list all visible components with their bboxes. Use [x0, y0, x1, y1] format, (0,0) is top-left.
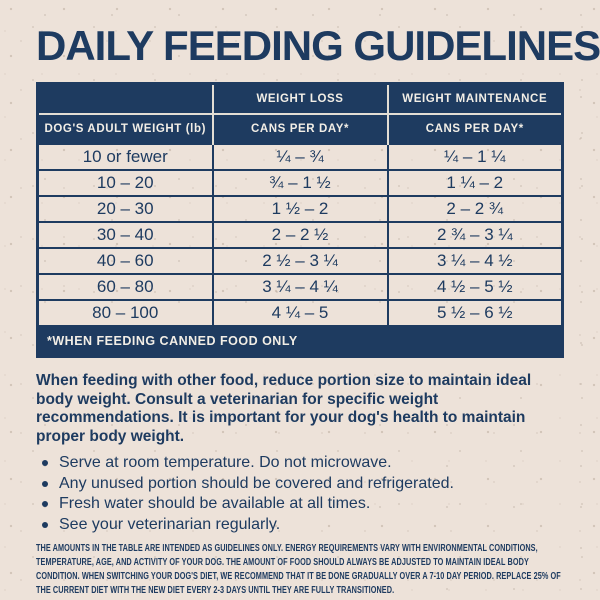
dog-weight-cell: 30 – 40	[36, 220, 214, 249]
feeding-advice-paragraph: When feeding with other food, reduce por…	[36, 372, 532, 445]
page-title: DAILY FEEDING GUIDELINES	[36, 22, 600, 69]
footnote-row: *WHEN FEEDING CANNED FOOD ONLY	[37, 324, 563, 357]
list-item-text: Serve at room temperature. Do not microw…	[59, 454, 392, 471]
fine-print: THE AMOUNTS IN THE TABLE ARE INTENDED AS…	[36, 543, 561, 596]
weight-loss-group-header: WEIGHT LOSS	[211, 83, 388, 115]
list-item: See your veterinarian regularly.	[36, 515, 564, 536]
column-header-row: DOG'S ADULT WEIGHT (lb) CANS PER DAY* CA…	[37, 113, 563, 144]
weight-maintenance-cans-cell: 4 ½ – 5 ½	[386, 272, 564, 301]
dog-weight-cell: 10 – 20	[36, 168, 214, 197]
table-footnote: *WHEN FEEDING CANNED FOOD ONLY	[37, 324, 563, 357]
bullet-dot-icon	[42, 501, 48, 508]
weight-maintenance-cans-cell: 5 ½ – 6 ½	[386, 298, 564, 327]
dog-weight-cell: 40 – 60	[36, 246, 214, 275]
weight-loss-cans-cell: 4 ¼ – 5	[211, 298, 389, 327]
dog-weight-cell: 10 or fewer	[36, 142, 214, 171]
fine-print-wrap: THE AMOUNTS IN THE TABLE ARE INTENDED AS…	[36, 542, 564, 598]
weight-maintenance-cans-cell: 1 ¼ – 2	[386, 168, 564, 197]
weight-loss-cans-cell: 2 ½ – 3 ¼	[211, 246, 389, 275]
dog-weight-cell: 80 – 100	[36, 298, 214, 327]
bullet-dot-icon	[42, 521, 48, 528]
blank-header-cell	[37, 83, 213, 115]
weight-loss-cans-cell: 3 ¼ – 4 ¼	[211, 272, 389, 301]
loss-cans-column-header: CANS PER DAY*	[211, 113, 388, 144]
weight-loss-cans-cell: 1 ½ – 2	[211, 194, 389, 223]
weight-maintenance-cans-cell: 2 ¾ – 3 ¼	[386, 220, 564, 249]
dog-weight-column-header: DOG'S ADULT WEIGHT (lb)	[37, 113, 213, 144]
list-item: Fresh water should be available at all t…	[36, 494, 564, 515]
list-item: Serve at room temperature. Do not microw…	[36, 453, 564, 474]
dog-weight-cell: 60 – 80	[36, 272, 214, 301]
weight-maintenance-cans-cell: 2 – 2 ¾	[386, 194, 564, 223]
weight-loss-cans-cell: ¼ – ¾	[211, 142, 389, 171]
weight-loss-cans-cell: 2 – 2 ½	[211, 220, 389, 249]
column-group-row: WEIGHT LOSS WEIGHT MAINTENANCE	[37, 83, 563, 115]
weight-maintenance-cans-cell: 3 ¼ – 4 ½	[386, 246, 564, 275]
weight-maintenance-group-header: WEIGHT MAINTENANCE	[386, 83, 563, 115]
list-item-text: Fresh water should be available at all t…	[59, 495, 371, 512]
bullet-dot-icon	[42, 480, 48, 487]
weight-loss-cans-cell: ¾ – 1 ½	[211, 168, 389, 197]
list-item: Any unused portion should be covered and…	[36, 474, 564, 495]
weight-maintenance-cans-cell: ¼ – 1 ¼	[386, 142, 564, 171]
bullet-dot-icon	[42, 460, 48, 467]
maintenance-cans-column-header: CANS PER DAY*	[386, 113, 563, 144]
list-item-text: See your veterinarian regularly.	[59, 515, 281, 533]
dog-weight-cell: 20 – 30	[36, 194, 214, 223]
care-tips-list: Serve at room temperature. Do not microw…	[36, 453, 564, 535]
feeding-table-header: WEIGHT LOSS WEIGHT MAINTENANCE DOG'S ADU…	[37, 83, 563, 144]
feeding-table: WEIGHT LOSS WEIGHT MAINTENANCE DOG'S ADU…	[36, 82, 564, 358]
list-item-text: Any unused portion should be covered and…	[59, 474, 454, 492]
feeding-table-footer: *WHEN FEEDING CANNED FOOD ONLY	[37, 324, 563, 357]
